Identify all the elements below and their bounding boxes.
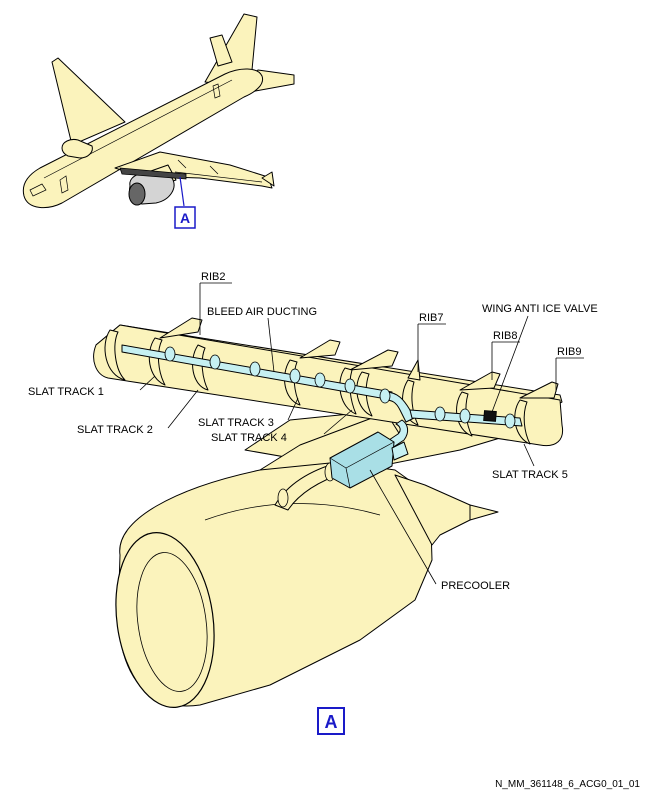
precooler-body — [329, 431, 395, 489]
stabilizer-far — [209, 34, 233, 67]
duct-coupling-9 — [459, 408, 471, 424]
slat-track-rib-9 — [514, 399, 531, 445]
fuselage-line — [43, 79, 233, 179]
wing-anti-ice-valve-label: WING ANTI ICE VALVE — [482, 303, 598, 315]
slat-track-1-leader — [139, 375, 156, 391]
detail-a-label-small: A — [180, 210, 190, 226]
duct-coupling-2 — [209, 354, 221, 370]
slat-track-2-label: SLAT TRACK 2 — [77, 424, 153, 436]
fuselage — [22, 68, 264, 209]
duct-coupling-8 — [434, 406, 446, 422]
bleed-pipe-flange-1 — [277, 488, 289, 508]
rib2-label: RIB2 — [201, 271, 225, 283]
exhaust-plug — [469, 504, 499, 521]
wing-anti-ice-valve-body — [483, 410, 497, 422]
rib9-label: RIB9 — [557, 346, 581, 358]
detail-a-view: RIB2 BLEED AIR DUCTING RIB7 WING ANTI IC… — [28, 271, 598, 735]
wing-flap-line — [174, 171, 263, 183]
engine-inlet-detail — [115, 532, 215, 708]
duct-coupling-5 — [314, 372, 326, 388]
figure-id: N_MM_361148_6_ACG0_01_01 — [495, 779, 640, 790]
detail-a-leader — [179, 176, 185, 207]
cabin-door-2 — [212, 83, 221, 99]
duct-coupling-7 — [379, 388, 391, 404]
duct-coupling-1 — [164, 346, 176, 362]
slat-track-2-leader — [167, 389, 199, 429]
far-wing — [51, 57, 126, 146]
detail-a-box-large — [317, 707, 345, 735]
slat-track-3-leader — [287, 397, 299, 421]
slat-track-4-leader — [323, 409, 353, 435]
duct-segment-y — [384, 391, 415, 423]
duct-coupling-10 — [504, 413, 516, 429]
rib7-label: RIB7 — [419, 312, 443, 324]
precooler-leader — [369, 469, 437, 585]
engine-inlet — [128, 182, 146, 206]
bleed-air-ducting-label: BLEED AIR DUCTING — [207, 306, 317, 318]
rib5-tab — [349, 349, 399, 371]
far-engine — [61, 139, 93, 159]
flap-fairing-2 — [209, 165, 219, 175]
rib3-tab — [299, 339, 341, 359]
windshield — [29, 183, 47, 197]
duct-coupling-4 — [289, 368, 301, 384]
rib8-label: RIB8 — [493, 330, 517, 342]
precooler-outlet — [391, 441, 409, 461]
slat-track-3-label: SLAT TRACK 3 — [198, 417, 274, 429]
duct-coupling-3 — [249, 361, 261, 377]
wing-anti-ice-valve-leader — [491, 315, 529, 413]
rib9-tab — [519, 381, 559, 399]
bleed-air-leader — [267, 317, 275, 373]
rib2-tab — [159, 317, 203, 339]
slat-track-5-leader — [523, 443, 535, 467]
slat-track-1-label: SLAT TRACK 1 — [28, 386, 104, 398]
detail-a-box-small — [174, 206, 196, 229]
detail-a-label-large: A — [325, 712, 338, 732]
leading-edge-highlight — [119, 167, 187, 180]
cabin-door-1 — [59, 175, 69, 194]
bleed-air-duct — [121, 344, 523, 429]
precooler-label: PRECOOLER — [441, 580, 510, 592]
callouts: RIB2 BLEED AIR DUCTING RIB7 WING ANTI IC… — [28, 271, 598, 592]
rib8-tab — [459, 371, 501, 391]
duct-coupling-6 — [344, 378, 356, 394]
precooler-unit — [329, 419, 409, 489]
leader-lines — [139, 282, 584, 585]
precooler-edge — [345, 467, 351, 489]
slat-track-4-label: SLAT TRACK 4 — [211, 432, 287, 444]
flap-fairing-1 — [177, 159, 187, 169]
slat-track-rib-1 — [104, 329, 126, 381]
slat-track-5-label: SLAT TRACK 5 — [492, 469, 568, 481]
engine-inlet-inner — [136, 552, 208, 692]
aircraft-overview: A — [22, 13, 295, 229]
rib7-tab — [407, 359, 421, 381]
winglet — [261, 171, 275, 187]
